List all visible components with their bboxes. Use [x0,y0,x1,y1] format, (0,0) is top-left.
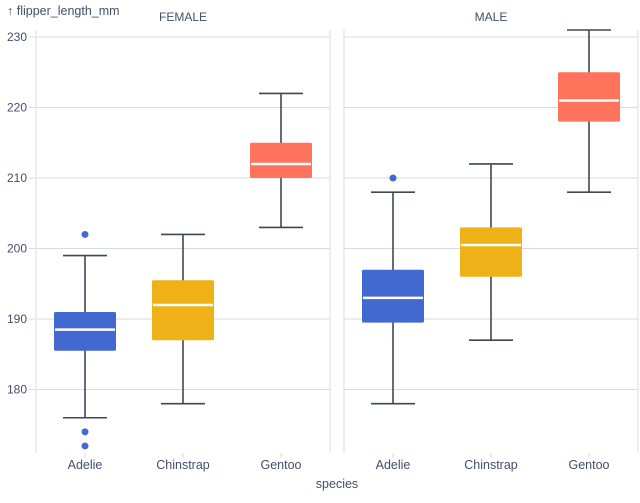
box-adelie-female [54,230,116,450]
iqr-box [362,269,424,323]
facet-male: MALE Adelie Chinstrap Gentoo [343,10,639,472]
iqr-box [558,72,620,122]
y-tick-label: 180 [7,383,27,397]
iqr-box [460,227,522,277]
x-tick-label: Gentoo [568,458,609,472]
y-tick-label: 210 [7,171,27,185]
x-tick-label: Adelie [68,458,103,472]
outlier-dot [81,442,89,450]
y-tick-label: 220 [7,101,27,115]
facet-title: FEMALE [159,10,207,24]
box-gentoo-female [250,92,312,229]
box-chinstrap-male [460,163,522,342]
facet-female: FEMALE Adelie Chinstrap Gentoo [35,10,331,472]
box-gentoo-male [558,29,620,193]
y-tick-label: 230 [7,30,27,44]
outlier-dot [81,230,89,238]
y-tick-label: 190 [7,312,27,326]
outlier-dot [81,428,89,436]
facet-title: MALE [475,10,508,24]
iqr-box [152,280,214,341]
box-adelie-male [362,174,424,405]
x-tick-label: Chinstrap [464,458,518,472]
y-tick-label: 200 [7,242,27,256]
box-chinstrap-female [152,233,214,405]
x-tick-label: Gentoo [260,458,301,472]
x-axis-title: species [316,477,358,491]
x-tick-label: Adelie [376,458,411,472]
iqr-box [54,312,116,351]
outlier-dot [389,174,397,182]
x-tick-label: Chinstrap [156,458,210,472]
y-axis-title: ↑ flipper_length_mm [7,4,120,18]
iqr-box [250,142,312,179]
